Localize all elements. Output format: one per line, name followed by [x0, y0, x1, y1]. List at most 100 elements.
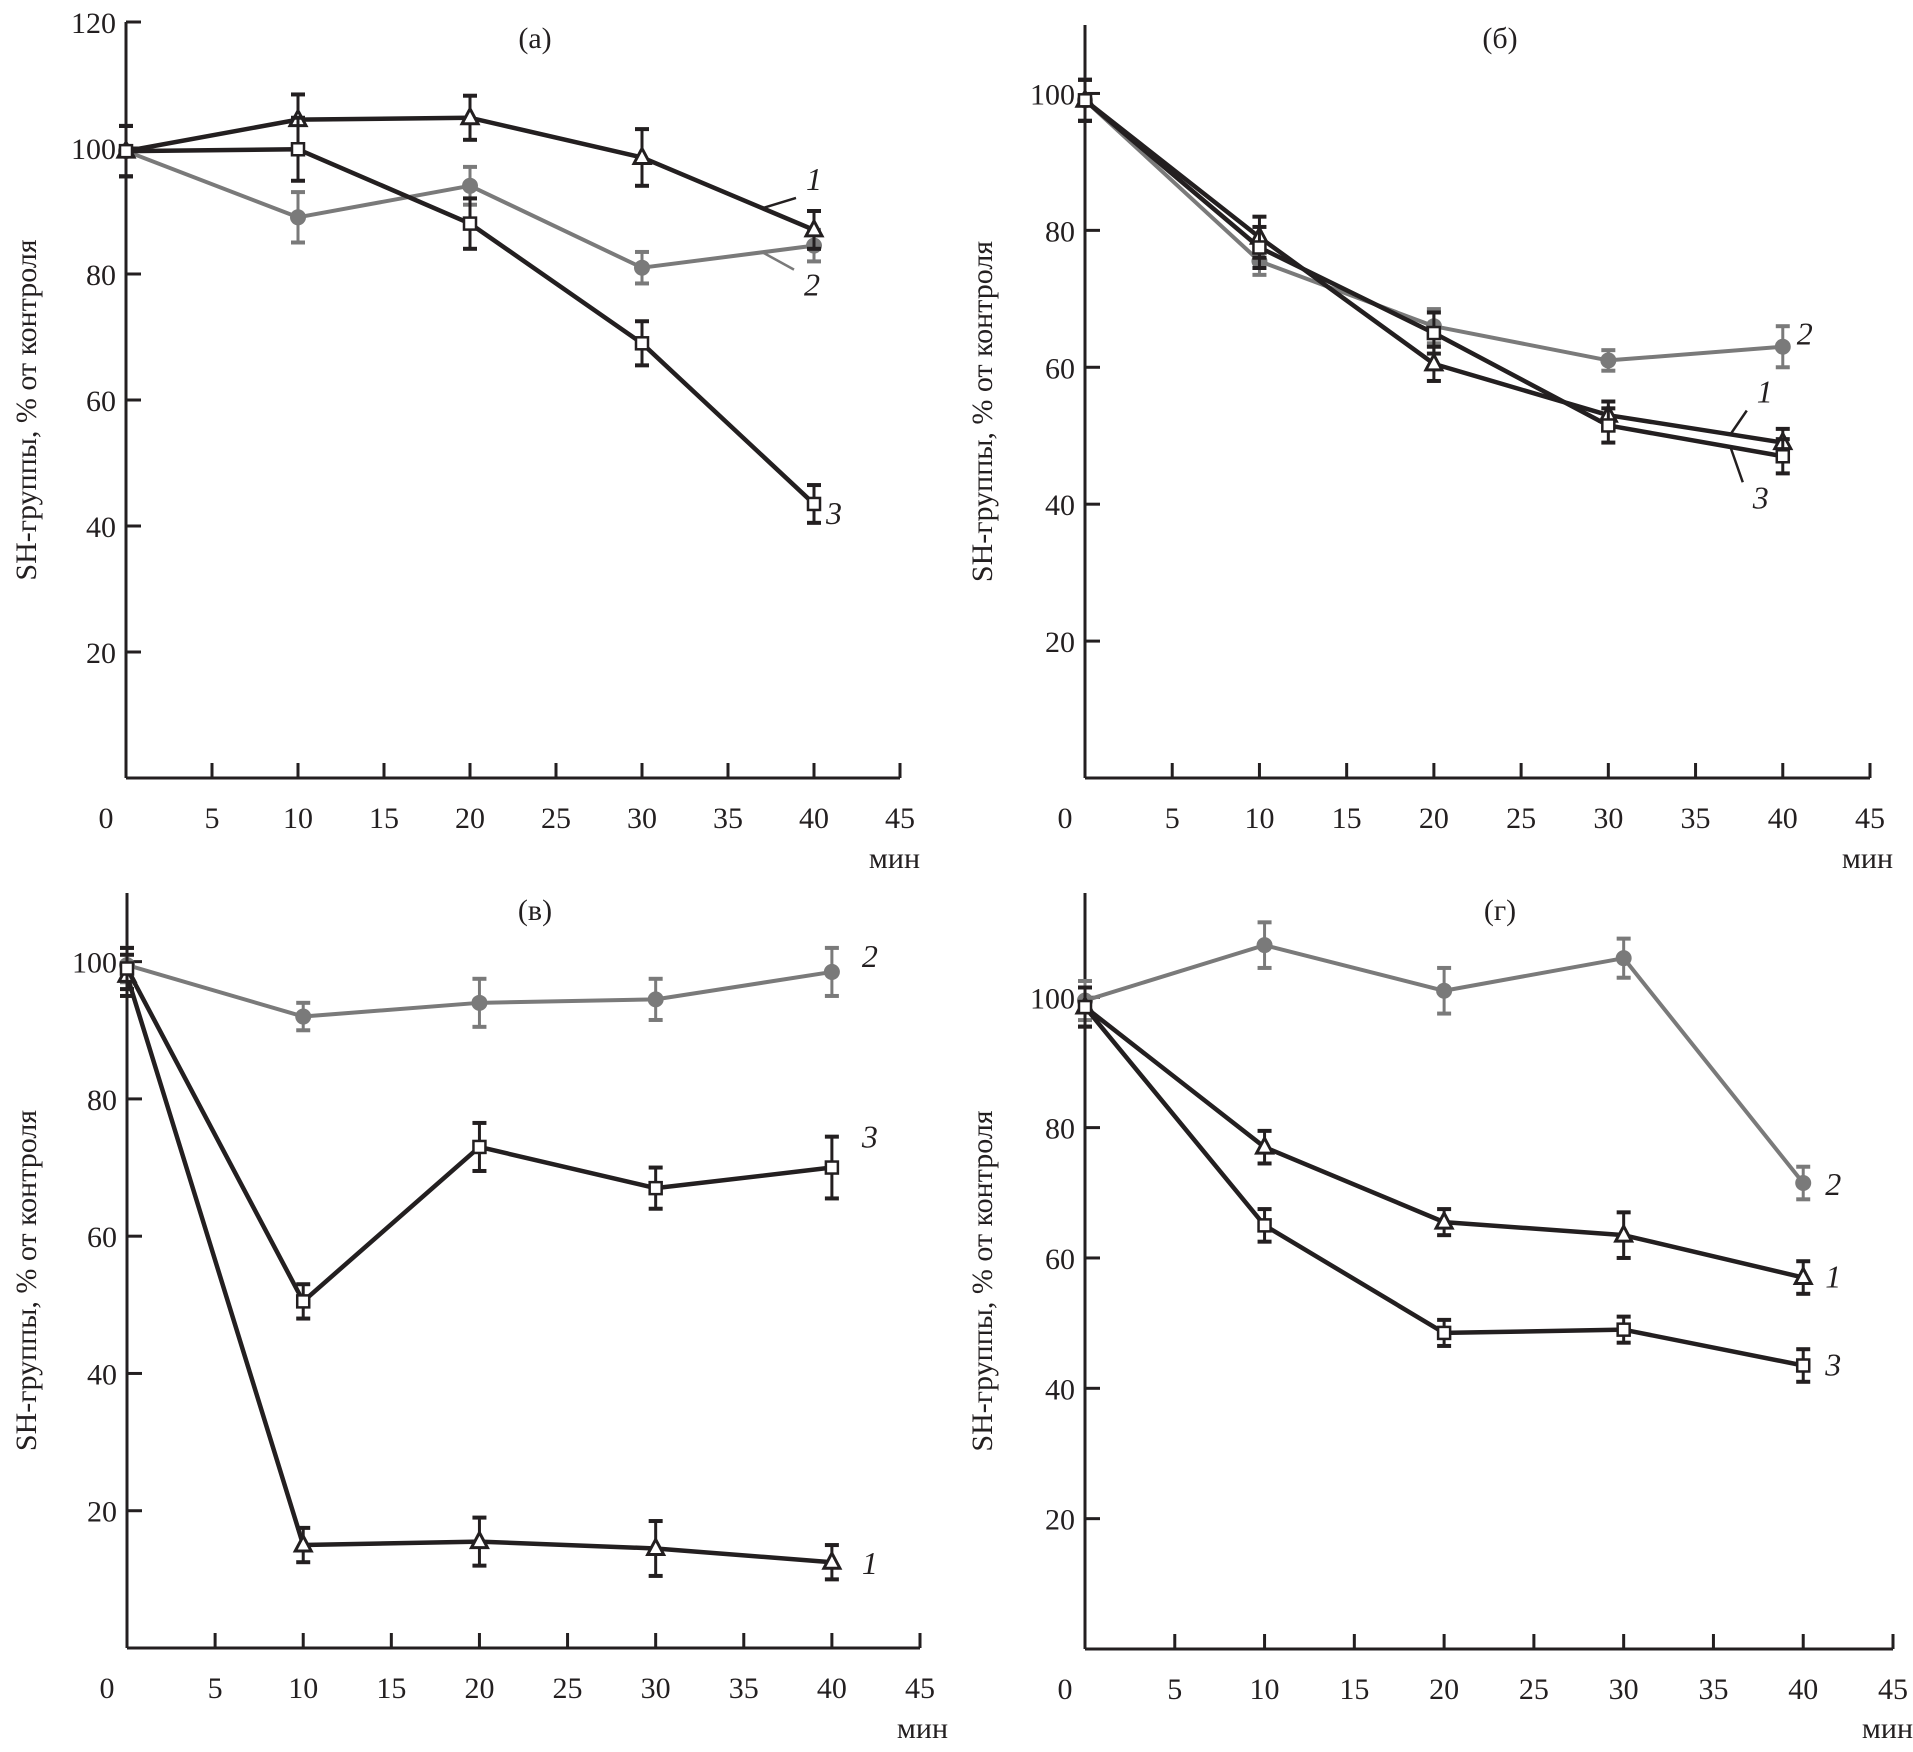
data-point [1792, 1265, 1814, 1286]
x-tick-label: 0 [99, 802, 114, 835]
x-tick-label: 20 [464, 1672, 494, 1705]
series-1: 1 [1074, 985, 1841, 1296]
data-point [295, 1008, 312, 1025]
panel-title: (в) [518, 894, 552, 927]
series-label: 2 [1797, 316, 1813, 352]
x-tick-label: 30 [1609, 1673, 1639, 1706]
y-axis-title: SH-группы, % от контроля [966, 1110, 999, 1451]
data-point [295, 1294, 311, 1309]
y-tick-label: 20 [86, 637, 116, 670]
data-point [459, 105, 481, 126]
series-leader-line [1729, 446, 1744, 483]
x-tick-label: 40 [1788, 1673, 1818, 1706]
panel-4: 0 5 10 15 20 25 30 35 40 45 20 40 60 80 100 SH-группы, … [966, 893, 1913, 1745]
series-label: 1 [806, 161, 822, 197]
y-tick-label: 80 [86, 259, 116, 292]
x-tick-label: 0 [100, 1672, 115, 1705]
panel-2: 0 5 10 15 20 25 30 35 40 45 20 40 60 80 100 SH-группы, … [966, 22, 1893, 875]
panel-3: 0 5 10 15 20 25 30 35 40 45 20 40 60 80 100 SH-группы, … [10, 893, 948, 1745]
panel-title: (г) [1484, 894, 1516, 927]
data-point [1256, 937, 1273, 954]
x-tick-label: 20 [455, 802, 485, 835]
x-tick-label: 10 [1244, 802, 1274, 835]
data-point [1433, 1209, 1455, 1230]
data-point [1615, 950, 1632, 967]
data-point [462, 216, 478, 231]
x-tick-label: 40 [799, 802, 829, 835]
series-line [1083, 1005, 1804, 1368]
data-point [1426, 325, 1442, 341]
y-tick-label: 100 [71, 133, 116, 166]
series-1: 1 [116, 952, 878, 1582]
series-leader-line [762, 196, 797, 210]
series-label: 2 [862, 938, 878, 974]
series-line [1083, 98, 1784, 445]
data-point [1077, 999, 1093, 1015]
y-tick-label: 80 [1045, 215, 1075, 248]
series-line [1083, 98, 1784, 459]
data-point [1613, 1222, 1635, 1243]
series-3: 3 [1077, 77, 1791, 515]
x-axis-title: мин [869, 842, 920, 875]
x-tick-label: 40 [1768, 802, 1798, 835]
y-tick-label: 40 [1045, 489, 1075, 522]
x-tick-label: 45 [1878, 1673, 1908, 1706]
series-2: 2 [1077, 920, 1841, 1202]
x-tick-label: 30 [1593, 802, 1623, 835]
panel-title: (а) [518, 22, 551, 55]
data-point [119, 961, 135, 976]
y-tick-label: 120 [71, 7, 116, 40]
data-point [645, 1536, 667, 1556]
data-point [806, 496, 822, 512]
x-tick-label: 5 [208, 1672, 223, 1705]
data-point [462, 177, 478, 194]
data-point [648, 1180, 663, 1196]
data-point [292, 1532, 314, 1553]
x-axis-title: мин [897, 1712, 948, 1745]
series-label: 2 [804, 267, 820, 303]
data-point [824, 1160, 840, 1175]
data-point [1252, 240, 1267, 255]
data-point [118, 143, 134, 159]
x-tick-label: 35 [729, 1672, 759, 1705]
y-tick-label: 40 [86, 511, 116, 544]
x-tick-label: 40 [817, 1672, 847, 1705]
x-tick-label: 20 [1429, 1673, 1459, 1706]
series-2: 2 [1077, 77, 1813, 373]
data-point [471, 994, 488, 1011]
data-point [647, 991, 664, 1008]
y-tick-label: 20 [1045, 626, 1075, 659]
series-label: 1 [862, 1545, 878, 1581]
x-tick-label: 5 [205, 802, 220, 835]
data-point [472, 1139, 487, 1155]
series-label: 3 [861, 1119, 878, 1155]
data-point [803, 217, 825, 238]
data-point [823, 963, 840, 980]
y-tick-label: 20 [1045, 1504, 1075, 1537]
data-point [1436, 982, 1453, 999]
x-axis-title: мин [1862, 1712, 1913, 1745]
x-tick-label: 45 [905, 1672, 935, 1705]
data-point [634, 336, 650, 351]
data-point [1775, 449, 1791, 464]
y-tick-label: 60 [86, 385, 116, 418]
data-point [468, 1529, 490, 1550]
y-tick-label: 100 [1030, 78, 1075, 111]
series-2: 2 [119, 938, 878, 1033]
y-axis-title: SH-группы, % от контроля [10, 239, 43, 580]
x-axis-title: мин [1842, 842, 1893, 875]
y-axis-title: SH-группы, % от контроля [966, 241, 999, 582]
x-tick-label: 35 [1681, 802, 1711, 835]
series-leader-line [761, 251, 795, 271]
x-tick-label: 0 [1058, 1673, 1073, 1706]
y-tick-label: 100 [72, 947, 117, 980]
x-tick-label: 35 [1698, 1673, 1728, 1706]
y-tick-label: 80 [87, 1084, 117, 1117]
x-tick-label: 25 [1506, 802, 1536, 835]
x-tick-label: 30 [641, 1672, 671, 1705]
y-tick-label: 60 [87, 1221, 117, 1254]
x-tick-label: 10 [1250, 1673, 1280, 1706]
data-point [821, 1550, 843, 1570]
series-label: 1 [1825, 1259, 1841, 1295]
y-tick-label: 20 [87, 1496, 117, 1529]
